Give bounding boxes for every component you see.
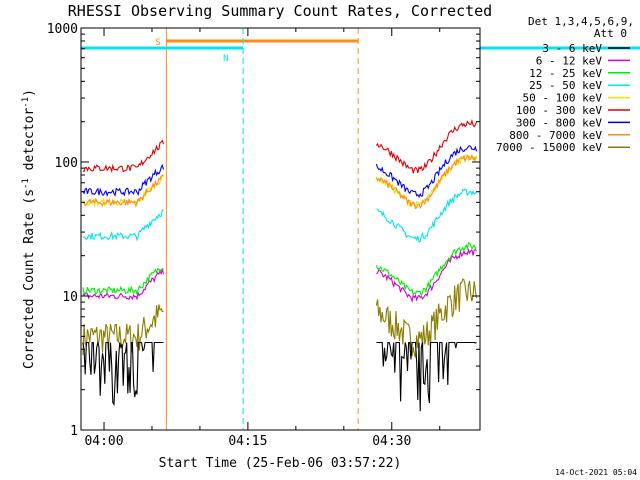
x-axis-label: Start Time (25-Feb-06 03:57:22) [159,456,402,471]
legend-label: 7000 - 15000 keV [496,141,602,154]
y-tick-label: 10 [62,290,78,305]
legend-label: 25 - 50 keV [529,79,602,92]
legend-label: 300 - 800 keV [516,116,602,129]
x-axis: 04:00 04:15 04:30 [84,28,441,449]
series-line [82,278,478,358]
legend-label: 50 - 100 keV [523,92,603,105]
plot-frame [80,27,481,431]
y-axis-label: Corrected Count Rate (s-1 detector-1) [21,89,37,369]
interval-label: S [155,38,160,48]
y-tick-label: 1 [70,424,78,439]
x-tick-label: 04:00 [84,434,123,449]
series-line [82,242,477,298]
x-tick-label: 04:15 [228,434,267,449]
series-line [82,118,478,174]
legend-label: 100 - 300 keV [516,104,602,117]
legend-label: 3 - 6 keV [542,42,602,55]
y-tick-label: 1000 [47,22,78,37]
interval-bar [480,46,640,50]
series-line [82,154,477,210]
series-line [82,247,477,304]
series-line [82,188,477,243]
legend-header-line-2: Att 0 [594,27,627,40]
footer-timestamp: 14-Oct-2021 05:04 [555,468,637,477]
series-line [82,145,478,198]
y-tick-label: 100 [55,156,78,171]
interval-label: N [223,54,228,64]
legend-label: 6 - 12 keV [536,54,603,67]
interval-bar: S [155,28,359,430]
x-tick-label: 04:30 [372,434,411,449]
chart-title: RHESSI Observing Summary Count Rates, Co… [68,2,492,20]
y-axis: 1 10 100 1000 [47,22,480,439]
series-line [82,341,477,412]
legend-label: 800 - 7000 keV [509,129,602,142]
legend-label: 12 - 25 keV [529,67,602,80]
legend-header-line-1: Det 1,3,4,5,6,9, [528,15,634,28]
